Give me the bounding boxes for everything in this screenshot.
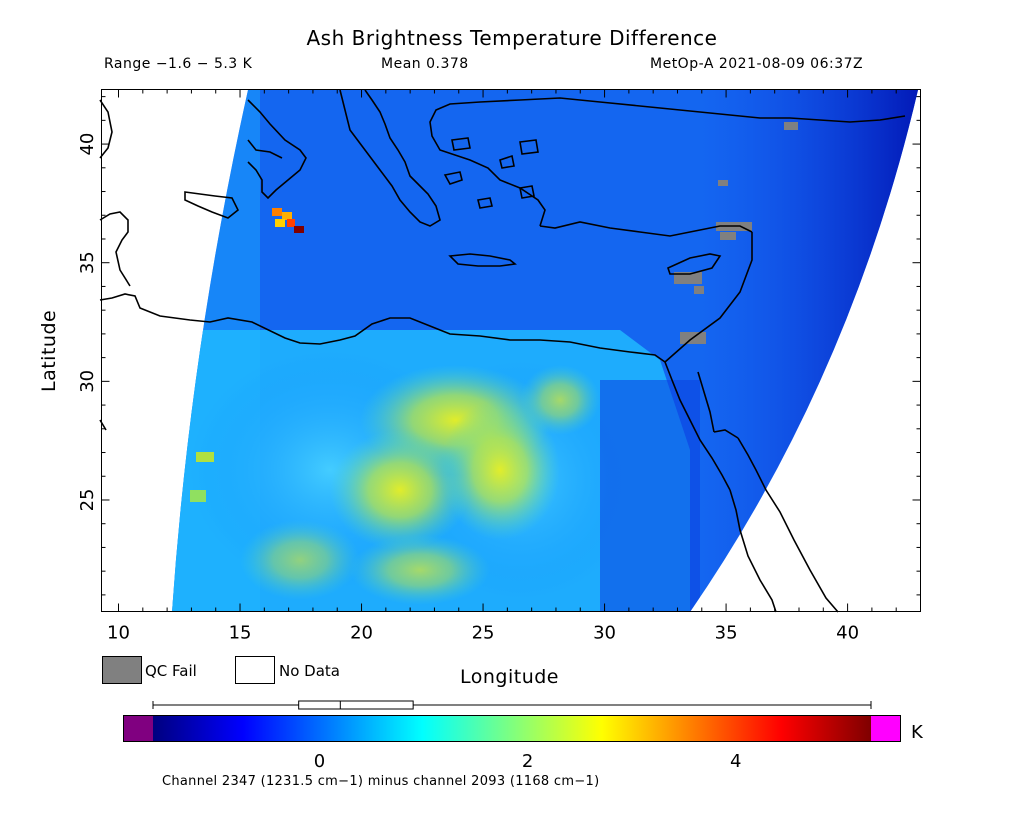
plot-frame bbox=[101, 89, 921, 612]
x-axis-label: Longitude bbox=[460, 666, 559, 688]
colorbar-boxplot bbox=[152, 700, 872, 710]
x-tick-label: 10 bbox=[107, 623, 130, 644]
colorbar: 0 2 4 bbox=[123, 700, 901, 772]
boxplot-box bbox=[298, 700, 414, 710]
satellite-time-text: MetOp-A 2021-08-09 06:37Z bbox=[650, 56, 864, 72]
y-axis: 25 30 35 40 bbox=[77, 96, 921, 596]
range-text: Range −1.6 − 5.3 K bbox=[104, 56, 253, 72]
y-tick-label: 25 bbox=[77, 489, 98, 512]
colorbar-under-swatch bbox=[123, 715, 153, 742]
qc-fail-label: QC Fail bbox=[145, 662, 197, 680]
colorbar-over-swatch bbox=[871, 715, 901, 742]
colorbar-tick-label: 0 bbox=[314, 751, 325, 772]
map-plot: 10 15 20 25 30 35 40 25 30 35 40 bbox=[77, 89, 921, 644]
x-tick-label: 20 bbox=[350, 623, 373, 644]
y-tick-label: 30 bbox=[77, 370, 98, 393]
colorbar-frame bbox=[123, 715, 901, 742]
colorbar-ticks: 0 2 4 bbox=[314, 751, 742, 772]
y-tick-label: 40 bbox=[77, 133, 98, 156]
colorbar-tick-label: 4 bbox=[730, 751, 741, 772]
x-tick-label: 15 bbox=[229, 623, 252, 644]
x-tick-label: 25 bbox=[472, 623, 495, 644]
x-tick-label: 35 bbox=[715, 623, 738, 644]
no-data-swatch bbox=[235, 656, 275, 684]
no-data-label: No Data bbox=[279, 662, 340, 680]
mean-text: Mean 0.378 bbox=[381, 56, 469, 72]
colorbar-caption: Channel 2347 (1231.5 cm−1) minus channel… bbox=[162, 774, 600, 789]
swath-data-field bbox=[172, 90, 918, 612]
colorbar-tick-label: 2 bbox=[522, 751, 533, 772]
x-tick-label: 30 bbox=[593, 623, 616, 644]
qc-fail-swatch bbox=[102, 656, 142, 684]
coastlines bbox=[99, 89, 906, 613]
colorbar-unit: K bbox=[911, 722, 923, 743]
map-title: Ash Brightness Temperature Difference bbox=[306, 26, 718, 50]
colorbar-gradient bbox=[153, 715, 871, 742]
x-axis: 10 15 20 25 30 35 40 bbox=[107, 89, 897, 644]
x-tick-label: 40 bbox=[836, 623, 859, 644]
y-tick-label: 35 bbox=[77, 251, 98, 274]
